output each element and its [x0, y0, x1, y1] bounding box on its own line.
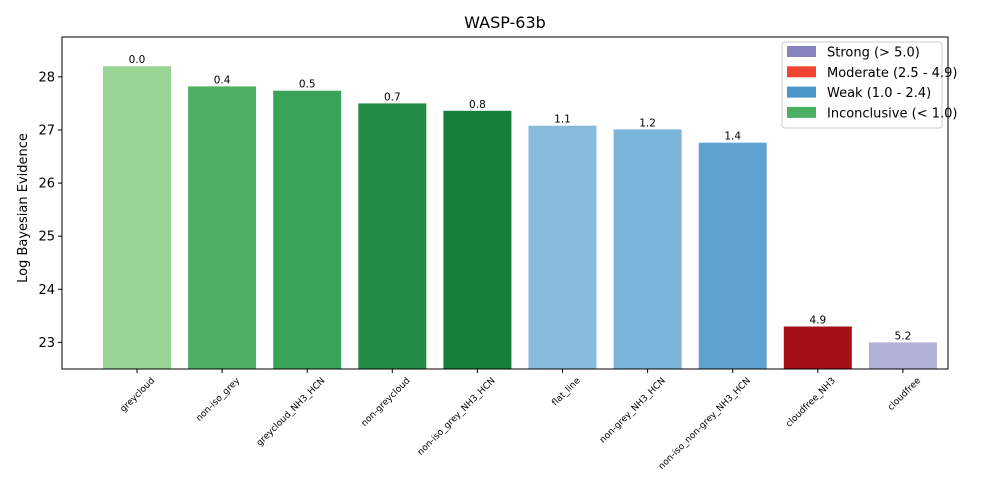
x-tick-label-greycloud_NH3_HCN: greycloud_NH3_HCN	[255, 376, 327, 448]
bar-non-grey_NH3_HCN	[613, 129, 682, 369]
data-label-non-greycloud: 0.7	[384, 91, 401, 103]
x-tick-label-non-iso_non-grey_NH3_HCN: non-iso_non-grey_NH3_HCN	[657, 376, 753, 472]
data-label-non-iso_non-grey_NH3_HCN: 1.4	[724, 131, 741, 143]
data-label-non-iso_grey: 0.4	[214, 74, 231, 86]
y-tick-label: 28	[38, 70, 55, 85]
bar-greycloud	[103, 66, 171, 369]
x-axis-ticks: greycloud non-iso_grey greycloud_NH3_HCN no…	[119, 369, 923, 472]
x-tick-label-non-iso_grey_NH3_HCN: non-iso_grey_NH3_HCN	[416, 376, 498, 458]
bar-non-greycloud	[358, 103, 427, 370]
bar-cloudfree	[868, 342, 937, 369]
x-tick-label-non-iso_grey: non-iso_grey	[195, 376, 243, 424]
y-axis-label: Log Bayesian Evidence	[16, 133, 31, 283]
legend-frame	[781, 41, 943, 129]
legend-swatch	[787, 106, 816, 118]
x-tick-label-flat_line: flat_line	[550, 376, 582, 408]
bar-greycloud_NH3_HCN	[273, 90, 342, 369]
legend-label: Strong (> 5.0)	[827, 46, 920, 61]
x-tick-label-cloudfree_NH3: cloudfree_NH3	[784, 376, 838, 430]
plot-frame	[61, 36, 949, 370]
legend-label: Weak (1.0 - 2.4)	[827, 86, 931, 101]
bar-non-iso_non-grey_NH3_HCN	[698, 142, 767, 369]
data-label-cloudfree: 5.2	[895, 330, 912, 342]
y-tick-label: 27	[38, 124, 55, 139]
x-tick-label-greycloud: greycloud	[119, 376, 158, 415]
data-labels-group: 0.0 0.4 0.5 0.7 0.8 1.1 1.2 1.4 4.9 5.2	[129, 54, 912, 342]
bar-cloudfree_NH3	[783, 326, 852, 369]
data-label-cloudfree_NH3: 4.9	[809, 315, 826, 327]
y-tick-label: 23	[38, 336, 55, 351]
data-label-non-grey_NH3_HCN: 1.2	[639, 117, 656, 129]
bar-non-iso_grey	[188, 86, 257, 370]
x-tick-label-cloudfree: cloudfree	[886, 376, 923, 413]
y-tick-label: 24	[38, 283, 55, 298]
data-label-flat_line: 1.1	[554, 114, 571, 126]
data-label-greycloud_NH3_HCN: 0.5	[299, 79, 316, 91]
data-label-non-iso_grey_NH3_HCN: 0.8	[469, 99, 486, 111]
x-tick-label-non-grey_NH3_HCN: non-grey_NH3_HCN	[598, 376, 667, 445]
legend-swatch	[787, 46, 816, 57]
legend-label: Inconclusive (< 1.0)	[827, 106, 957, 121]
bar-non-iso_grey_NH3_HCN	[443, 110, 512, 370]
legend: Strong (> 5.0) Moderate (2.5 - 4.9) Weak (…	[781, 41, 957, 129]
bars-group	[103, 66, 937, 370]
legend-swatch	[787, 66, 816, 78]
x-tick-label-non-greycloud: non-greycloud	[360, 376, 413, 429]
chart-title: WASP-63b	[464, 13, 546, 32]
bar-flat_line	[528, 125, 597, 369]
data-label-greycloud: 0.0	[129, 54, 146, 66]
y-tick-label: 25	[38, 230, 55, 245]
legend-swatch	[787, 86, 816, 98]
y-axis-ticks: 23 24 25 26 27 28	[38, 70, 62, 351]
y-tick-label: 26	[38, 177, 55, 192]
legend-label: Moderate (2.5 - 4.9)	[827, 66, 957, 81]
